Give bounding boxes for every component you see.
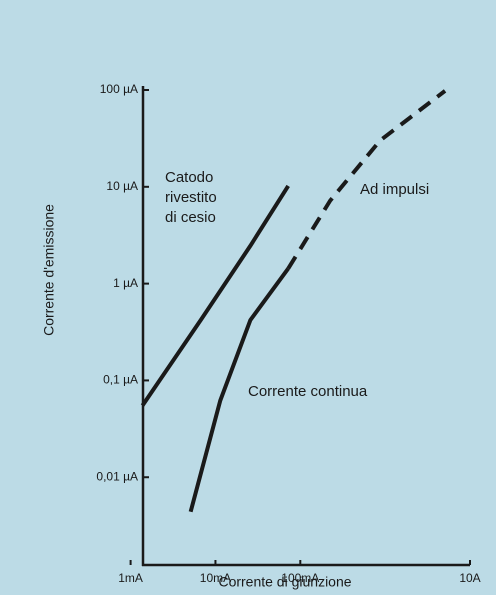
annotation: Corrente continua	[248, 383, 368, 400]
x-tick-label: 100mA	[281, 571, 319, 585]
x-axis-label: Corrente di giunzione	[218, 574, 351, 590]
curve	[286, 89, 447, 270]
annotation: Catodo	[165, 169, 213, 186]
y-axis-label: Corrente d'emissione	[41, 204, 57, 336]
x-tick-label: 10mA	[200, 571, 231, 585]
y-tick-label: 0,01 µA	[96, 469, 138, 483]
x-tick-label: 10A	[459, 571, 480, 585]
y-tick-label: 0,1 µA	[103, 373, 138, 387]
y-tick-label: 10 µA	[106, 179, 138, 193]
annotation: Ad impulsi	[360, 181, 429, 198]
y-tick-label: 1 µA	[113, 276, 138, 290]
curve	[188, 267, 290, 513]
annotation: rivestito	[165, 189, 217, 206]
curve	[140, 184, 290, 407]
y-tick-label: 100 µA	[100, 82, 138, 96]
x-tick-label: 1mA	[118, 571, 143, 585]
annotation: di cesio	[165, 209, 216, 226]
